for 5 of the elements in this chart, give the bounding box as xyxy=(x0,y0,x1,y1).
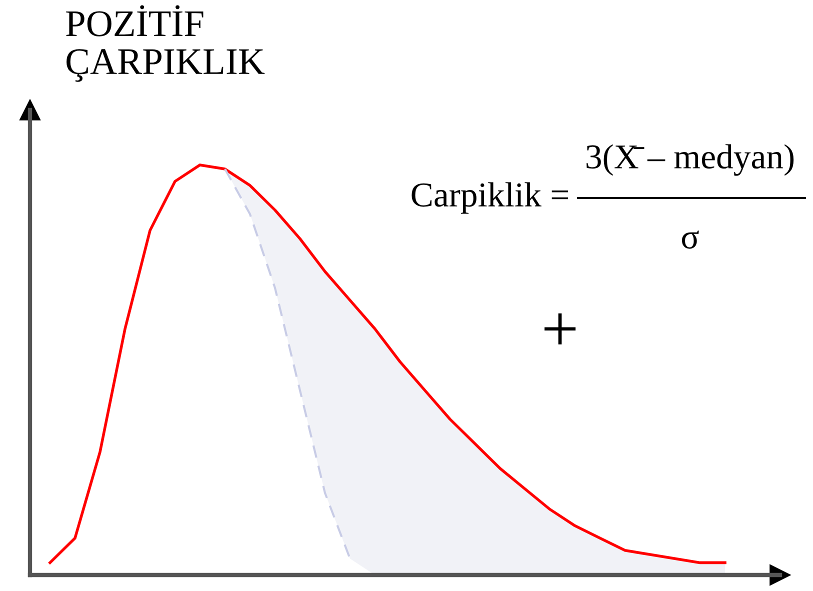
annotation: + xyxy=(544,313,576,344)
annotation: σ xyxy=(682,230,699,249)
annotation: 3(X̄ – medyan) xyxy=(586,144,794,176)
chart-title: POZİTİF ÇARPIKLIK xyxy=(66,5,265,82)
annotation: Carpiklik = xyxy=(412,182,568,214)
